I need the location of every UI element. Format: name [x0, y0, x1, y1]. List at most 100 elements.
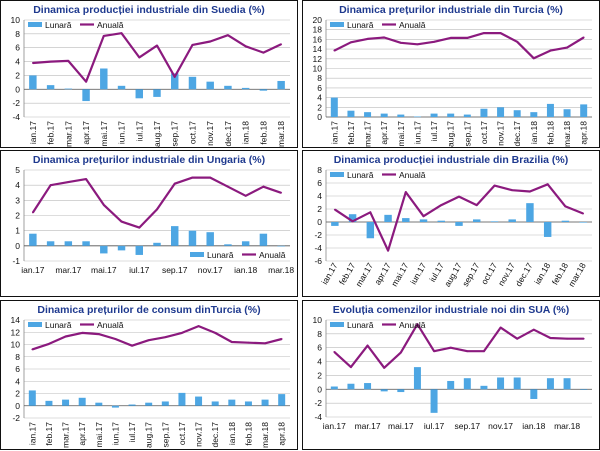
bar-lunara — [331, 222, 339, 226]
y-tick-label: 14 — [11, 315, 21, 325]
point-anuala — [191, 176, 194, 179]
bar-lunara — [402, 218, 410, 222]
y-tick-label: 8 — [15, 352, 20, 362]
point-anuala — [67, 59, 70, 62]
point-anuala — [493, 184, 496, 187]
chart-title: Evoluția comenzilor industriale noi din … — [333, 304, 569, 316]
bar-lunara — [473, 219, 481, 222]
y-tick-label: 0 — [317, 217, 322, 227]
bar-lunara — [261, 399, 269, 406]
bar-lunara — [437, 220, 445, 222]
point-anuala — [49, 184, 52, 187]
x-tick-label: mar.17 — [355, 421, 381, 431]
point-anuala — [582, 212, 585, 215]
bar-lunara — [29, 75, 37, 90]
x-tick-label: mai.17 — [91, 265, 117, 275]
point-anuala — [85, 80, 87, 83]
bar-lunara — [508, 219, 516, 222]
x-tick-label: mai.17 — [94, 422, 104, 448]
bar-lunara — [430, 113, 438, 117]
point-anuala — [173, 182, 176, 185]
y-tick-label: 2 — [317, 204, 322, 214]
point-anuala — [209, 40, 212, 43]
bar-lunara — [64, 241, 73, 246]
y-tick-label: -4 — [314, 243, 322, 253]
bar-lunara — [546, 103, 554, 117]
bar-lunara — [497, 107, 505, 117]
y-tick-label: 0 — [15, 84, 20, 94]
point-anuala — [120, 220, 123, 223]
y-tick-label: 14 — [313, 44, 323, 54]
point-anuala — [564, 205, 567, 208]
bar-lunara — [347, 110, 355, 117]
point-anuala — [209, 176, 212, 179]
bar-lunara — [241, 241, 250, 246]
x-tick-label: mar.17 — [55, 265, 81, 275]
x-tick-label: nov.17 — [205, 121, 215, 146]
x-tick-label: nov.17 — [198, 265, 223, 275]
x-tick-label: ian.17 — [329, 121, 339, 144]
y-tick-label: 2 — [15, 211, 20, 221]
x-tick-label: ian.18 — [234, 265, 257, 275]
point-anuala — [499, 326, 502, 329]
bar-lunara — [530, 389, 538, 399]
bar-lunara — [45, 400, 53, 406]
chart-frame — [0, 150, 298, 297]
x-tick-label: apr.18 — [277, 422, 287, 446]
x-tick-label: feb.18 — [545, 121, 555, 145]
bar-lunara — [497, 377, 505, 390]
y-tick-label: 4 — [317, 93, 322, 103]
y-tick-label: 10 — [313, 64, 323, 74]
point-anuala — [156, 208, 158, 211]
bar-lunara — [135, 89, 143, 99]
legend-label-anuala: Anuală — [259, 250, 286, 260]
y-tick-label: 8 — [15, 29, 20, 39]
bar-lunara — [228, 399, 236, 406]
point-anuala — [499, 32, 502, 34]
bar-lunara — [161, 401, 169, 406]
x-tick-label: nov.17 — [194, 422, 204, 447]
point-anuala — [333, 49, 336, 52]
point-anuala — [102, 203, 105, 206]
point-anuala — [549, 337, 552, 339]
point-anuala — [483, 350, 485, 353]
bar-lunara — [277, 80, 285, 90]
x-tick-label: iun.17 — [117, 121, 127, 144]
point-anuala — [399, 41, 402, 44]
point-anuala — [546, 183, 549, 186]
x-tick-label: mar.18 — [268, 265, 294, 275]
point-anuala — [67, 181, 70, 184]
bar-lunara — [480, 385, 488, 390]
point-anuala — [262, 185, 265, 188]
point-anuala — [387, 249, 389, 252]
point-anuala — [516, 337, 519, 340]
bar-lunara — [259, 89, 268, 91]
y-tick-label: 1 — [15, 226, 20, 236]
point-anuala — [120, 32, 123, 35]
x-tick-label: dec.17 — [223, 121, 233, 147]
y-tick-label: 6 — [15, 43, 20, 53]
bar-lunara — [579, 222, 587, 223]
bar-lunara — [224, 85, 232, 90]
bar-lunara — [364, 112, 372, 117]
bar-lunara — [543, 222, 552, 237]
y-tick-label: 0 — [15, 401, 20, 411]
bar-lunara — [513, 377, 521, 390]
y-tick-label: 4 — [15, 376, 20, 386]
point-anuala — [81, 331, 84, 334]
y-tick-label: 0 — [317, 112, 322, 122]
point-anuala — [383, 36, 386, 39]
bar-lunara — [447, 113, 455, 117]
chart-panel-sua: Evoluția comenzilor industriale noi din … — [302, 300, 600, 450]
y-tick-label: 10 — [313, 315, 323, 325]
chart-sua: Evoluția comenzilor industriale noi din … — [302, 300, 600, 450]
y-tick-label: 8 — [317, 165, 322, 175]
point-anuala — [582, 36, 585, 39]
point-anuala — [549, 49, 552, 52]
bar-lunara — [463, 114, 471, 117]
bar-lunara — [153, 242, 161, 246]
bar-lunara — [178, 392, 186, 406]
bar-lunara — [563, 109, 571, 117]
chart-title: Dinamica prețurilor industriale din Turc… — [339, 4, 563, 16]
y-tick-label: 4 — [317, 357, 322, 367]
